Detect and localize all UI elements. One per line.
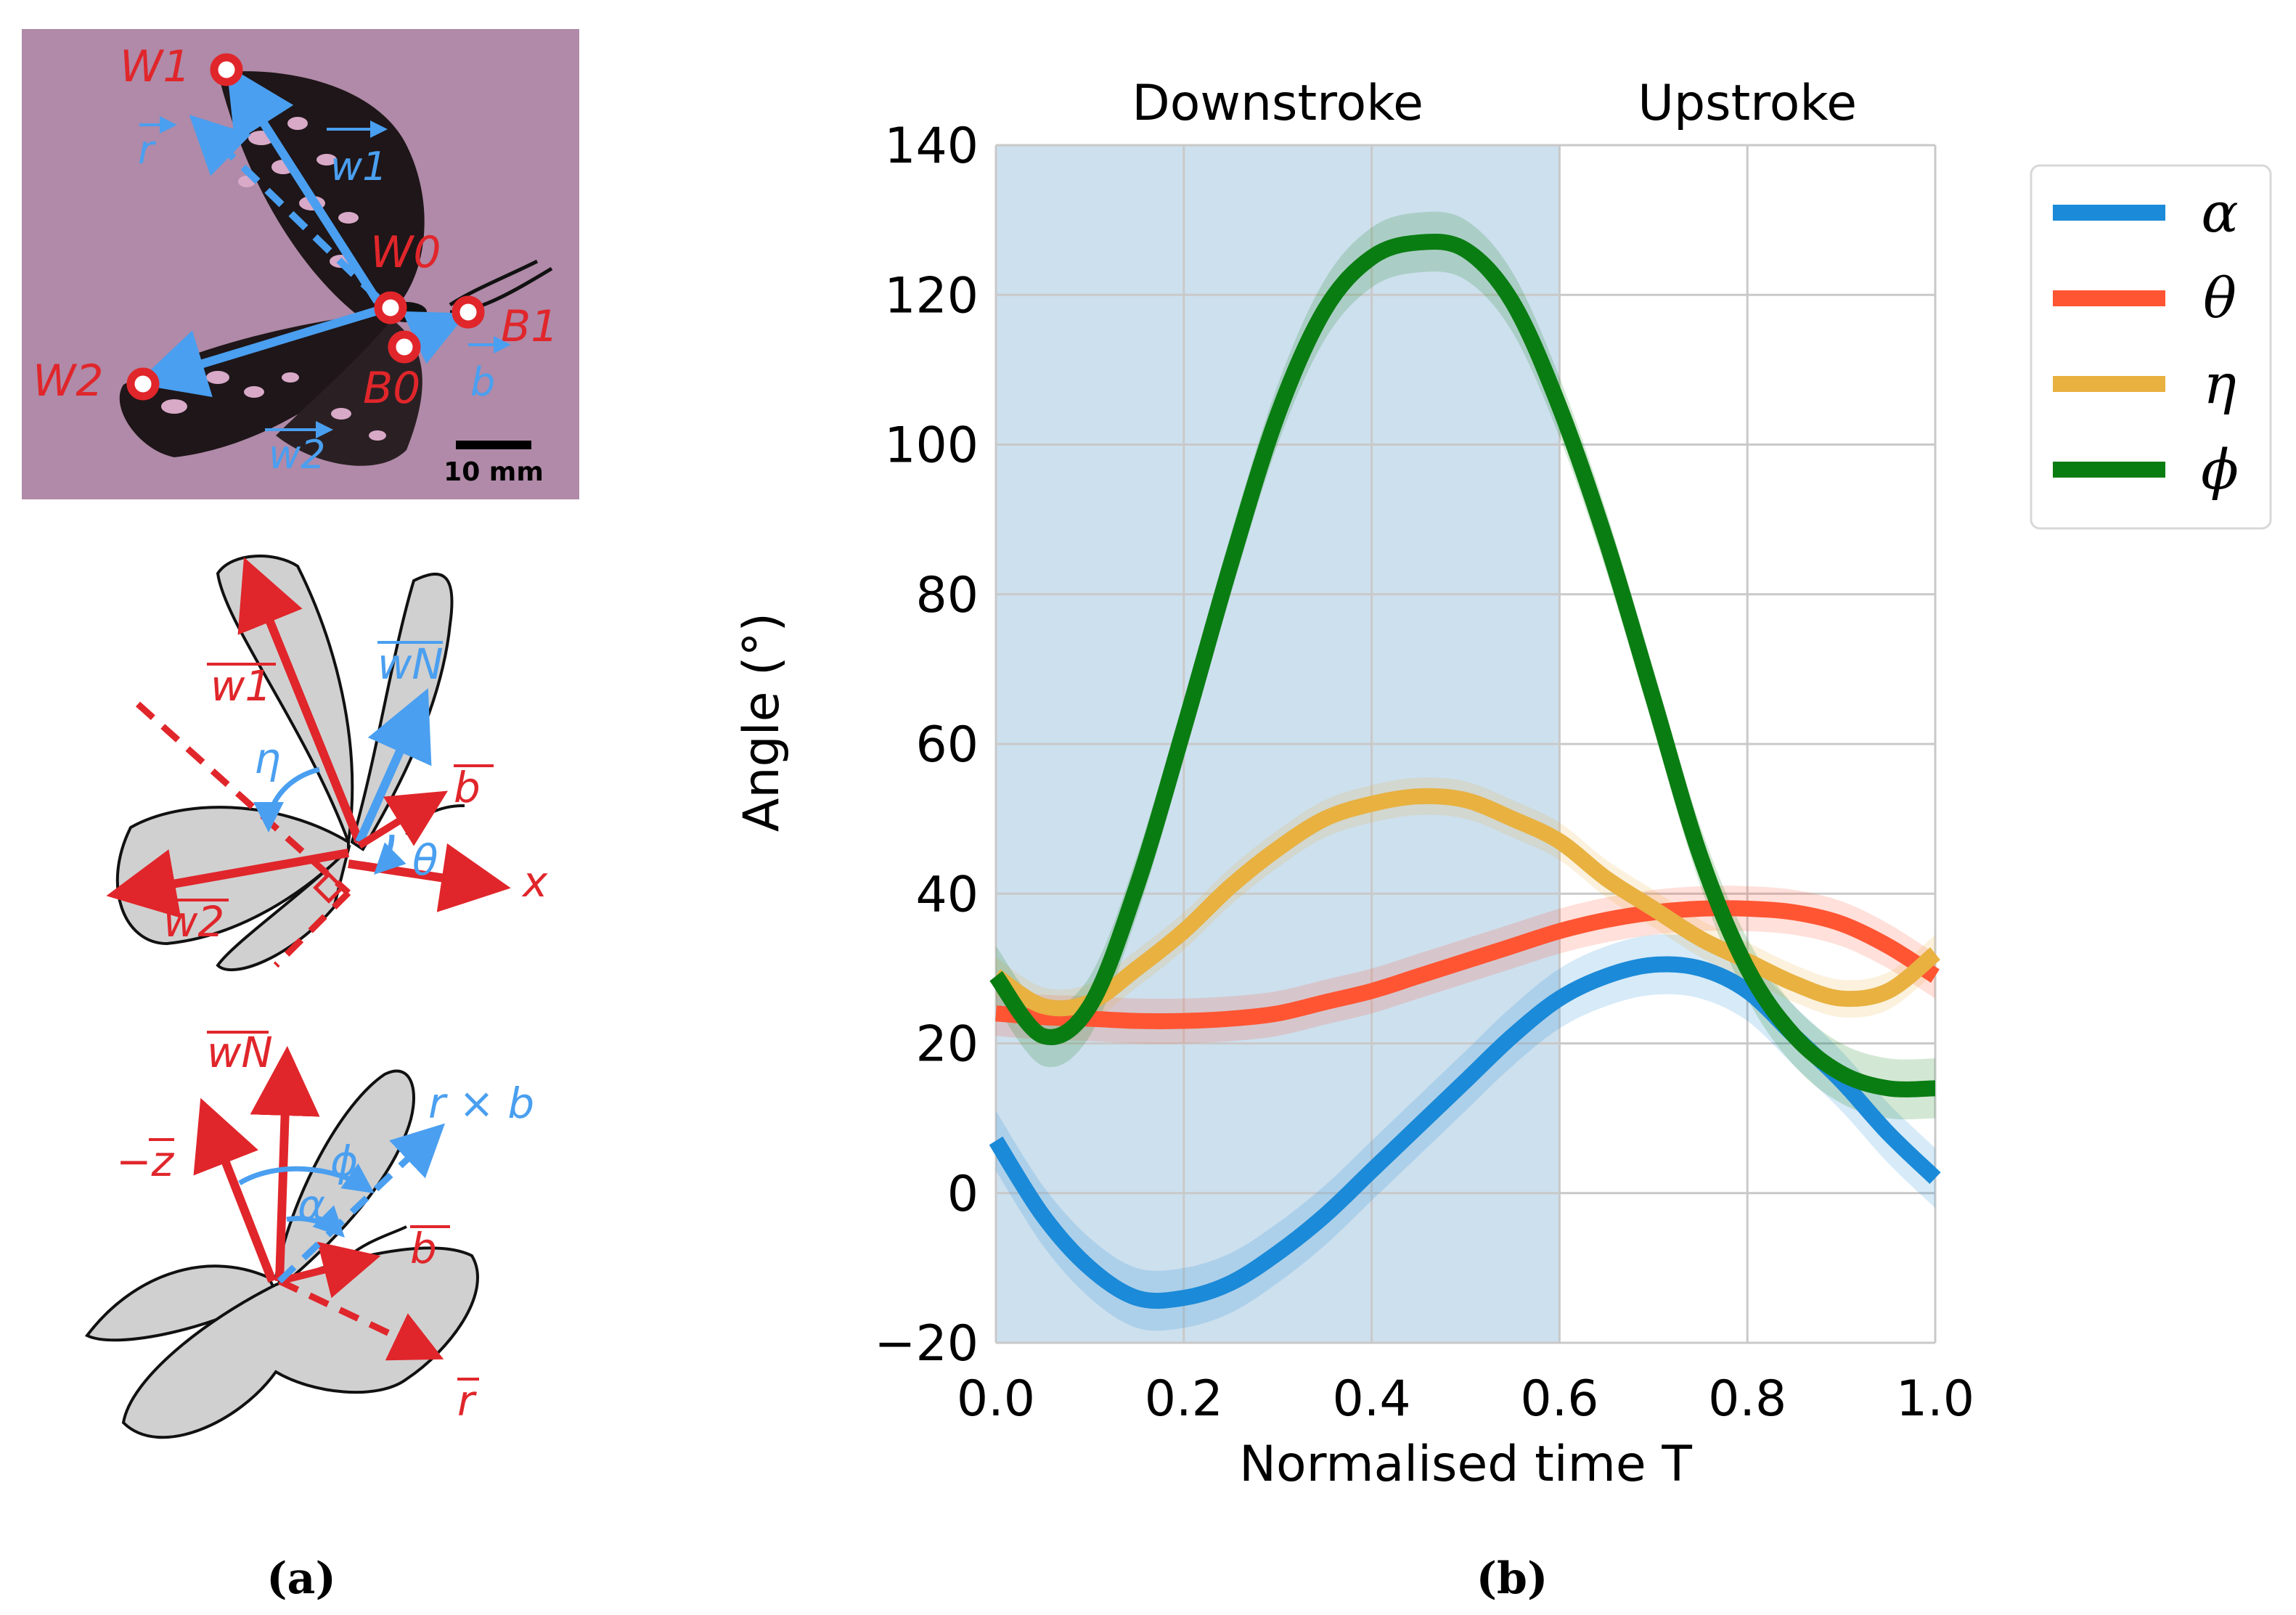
legend-label: α — [2201, 180, 2238, 245]
diagram-top-view: w1 wN b w2 η θ x — [106, 555, 548, 972]
w2-vector — [136, 304, 386, 398]
y-tick-label: −20 — [874, 1315, 979, 1373]
x-tick-label: 1.0 — [1896, 1370, 1974, 1428]
x-axis-label: Normalised time T — [1239, 1436, 1692, 1493]
series-line-2 — [991, 788, 1941, 1017]
b-label-diagram1: b — [454, 763, 481, 812]
legend-label: η — [2203, 351, 2236, 416]
wn-label-diagram2: wN — [207, 1028, 273, 1077]
x-tick-label: 0.6 — [1520, 1370, 1598, 1428]
y-tick-label: 0 — [947, 1166, 979, 1223]
scale-bar — [456, 441, 531, 449]
w1-label-diagram1: w1 — [211, 661, 271, 711]
caption-a: (a) — [266, 1553, 336, 1604]
w0-point-label: W0 — [370, 227, 441, 278]
band-0 — [996, 934, 1935, 1331]
b1-point-label: B1 — [501, 301, 558, 352]
r-vector-label: r — [138, 127, 156, 173]
band-3 — [996, 211, 1935, 1120]
wn-label-diagram1: wN — [377, 639, 444, 689]
grid-lines — [994, 144, 1937, 1344]
caption-b: (b) — [1476, 1553, 1548, 1604]
y-axis-label: Angle (°) — [733, 613, 790, 832]
x-tick-label: 0.0 — [957, 1370, 1035, 1428]
w2-label-diagram1: w2 — [163, 897, 224, 946]
series-line-3 — [989, 233, 1936, 1097]
b-label-diagram2: b — [410, 1224, 437, 1273]
x-tick-label: 0.4 — [1333, 1370, 1411, 1428]
panel-a: W1 W0 W2 B0 B1 r w1 w2 b 10 mm — [0, 0, 653, 1612]
w2-point-label: W2 — [33, 356, 104, 406]
y-tick-label: 140 — [884, 118, 979, 175]
phase-label: Upstroke — [1638, 75, 1857, 132]
angle-chart: 0.0 0.2 0.4 0.6 0.8 1.0 −20 0 20 40 60 80 100 120 140… — [733, 75, 2272, 1604]
alpha-label: α — [298, 1180, 325, 1230]
y-tick-label: 60 — [915, 716, 979, 774]
legend-label: θ — [2203, 266, 2236, 330]
panel-b: 0.0 0.2 0.4 0.6 0.8 1.0 −20 0 20 40 60 80 100 120 140… — [653, 0, 2296, 1612]
butterfly-photo: W1 W0 W2 B0 B1 r w1 w2 b 10 mm — [22, 29, 579, 499]
eta-label: η — [254, 734, 281, 783]
w1-point-label: W1 — [120, 41, 191, 92]
y-tick-label: 100 — [884, 417, 979, 475]
y-tick-label: 20 — [915, 1016, 979, 1074]
x-tick-label: 0.2 — [1145, 1370, 1223, 1428]
r-vector — [189, 115, 380, 300]
b0-point-label: B0 — [363, 363, 420, 414]
r-cross-b-label: r × b — [428, 1079, 534, 1128]
w1-vector-label: w1 — [330, 144, 388, 189]
series-lines — [989, 233, 1941, 1309]
x-tick-label: 0.8 — [1708, 1370, 1786, 1428]
y-tick-label: 40 — [915, 866, 979, 923]
phase-label: Downstroke — [1132, 75, 1423, 132]
y-tick-labels: −20 0 20 40 60 80 100 120 140 — [874, 118, 979, 1373]
phase-labels: Downstroke Upstroke — [1132, 75, 1857, 132]
landmark-points — [126, 53, 485, 401]
y-tick-label: 120 — [884, 267, 979, 324]
x-axis-label: x — [521, 857, 548, 907]
legend-frame — [2030, 164, 2272, 530]
x-tick-labels: 0.0 0.2 0.4 0.6 0.8 1.0 — [957, 1370, 1974, 1428]
phi-label: ϕ — [330, 1137, 358, 1186]
theta-label: θ — [412, 835, 438, 885]
series-line-1 — [995, 900, 1940, 1029]
scale-bar-label: 10 mm — [444, 457, 544, 487]
r-label-diagram2: r — [457, 1376, 477, 1426]
legend-label: ϕ — [2201, 437, 2239, 502]
b-vector-label: b — [470, 359, 495, 405]
diagram-side-view: wN −z r × b ϕ α b r — [84, 1028, 534, 1439]
w1-vector — [226, 65, 382, 304]
y-tick-label: 80 — [915, 567, 979, 624]
minus-z-label: −z — [116, 1137, 175, 1186]
w2-vector-label: w2 — [269, 432, 326, 478]
panel-a-figure: W1 W0 W2 B0 B1 r w1 w2 b 10 mm — [22, 29, 579, 1604]
